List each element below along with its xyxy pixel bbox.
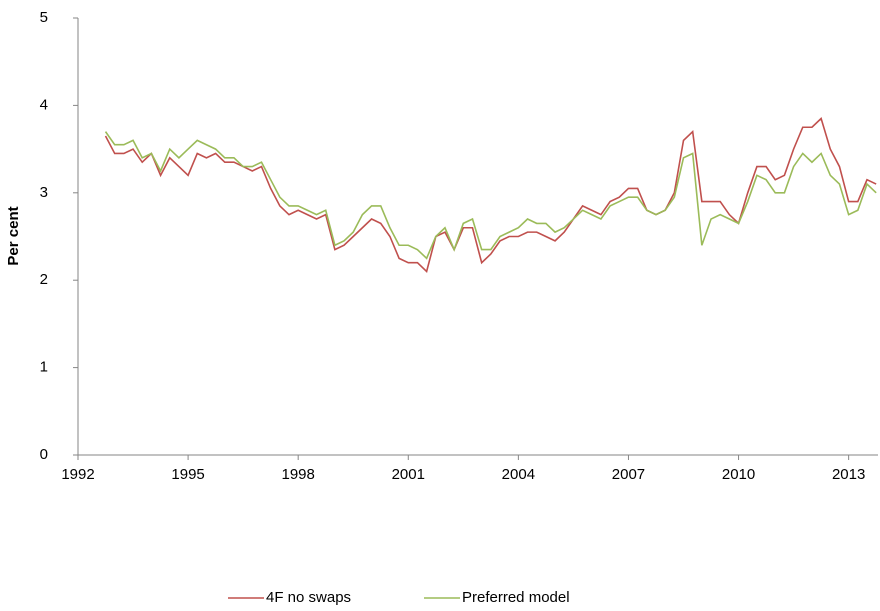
legend-label: 4F no swaps [266, 589, 351, 606]
x-tick-label: 2013 [832, 466, 865, 483]
series-line [104, 117, 877, 273]
x-tick-label: 1992 [61, 466, 94, 483]
x-tick-label: 2007 [612, 466, 645, 483]
series-line [104, 131, 877, 260]
y-tick-label: 5 [40, 9, 48, 26]
y-tick-label: 4 [40, 96, 48, 113]
y-tick-label: 2 [40, 271, 48, 288]
x-tick-label: 2004 [502, 466, 535, 483]
x-tick-label: 2010 [722, 466, 755, 483]
legend-label: Preferred model [462, 589, 570, 606]
y-tick-label: 3 [40, 184, 48, 201]
y-tick-label: 1 [40, 359, 48, 376]
y-tick-label: 0 [40, 446, 48, 463]
x-tick-label: 2001 [392, 466, 425, 483]
x-tick-label: 1995 [171, 466, 204, 483]
y-axis-label: Per cent [5, 206, 22, 265]
x-tick-label: 1998 [281, 466, 314, 483]
